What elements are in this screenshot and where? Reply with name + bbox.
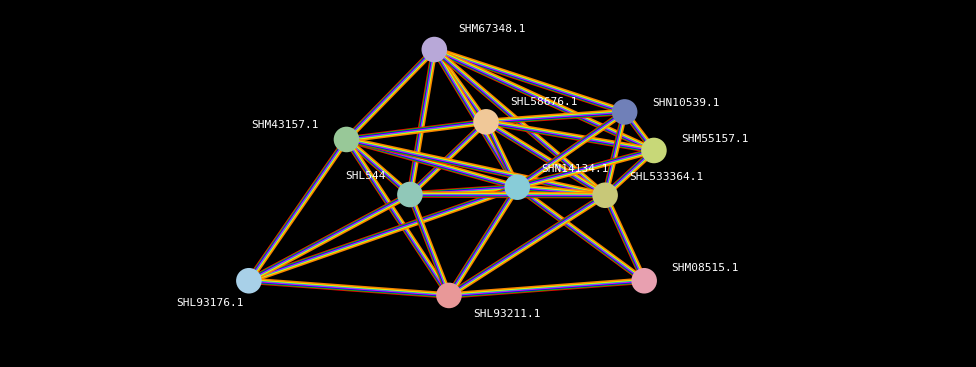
Text: SHL544: SHL544 — [346, 171, 386, 181]
Ellipse shape — [613, 100, 636, 124]
Ellipse shape — [237, 269, 261, 292]
Ellipse shape — [506, 175, 529, 199]
Ellipse shape — [474, 110, 498, 134]
Ellipse shape — [437, 284, 461, 307]
Text: SHL533364.1: SHL533364.1 — [630, 172, 704, 182]
Text: SHL93211.1: SHL93211.1 — [473, 309, 541, 319]
Text: SHL58676.1: SHL58676.1 — [510, 97, 578, 107]
Ellipse shape — [398, 183, 422, 206]
Ellipse shape — [642, 139, 666, 162]
Text: SHM08515.1: SHM08515.1 — [671, 263, 739, 273]
Ellipse shape — [423, 38, 446, 61]
Text: SHM67348.1: SHM67348.1 — [459, 24, 526, 34]
Text: SHN14134.1: SHN14134.1 — [542, 164, 609, 174]
Text: SHM55157.1: SHM55157.1 — [681, 134, 749, 145]
Ellipse shape — [335, 128, 358, 151]
Text: SHM43157.1: SHM43157.1 — [252, 120, 319, 130]
Ellipse shape — [632, 269, 656, 292]
Text: SHN10539.1: SHN10539.1 — [652, 98, 719, 108]
Ellipse shape — [593, 184, 617, 207]
Text: SHL93176.1: SHL93176.1 — [177, 298, 244, 308]
